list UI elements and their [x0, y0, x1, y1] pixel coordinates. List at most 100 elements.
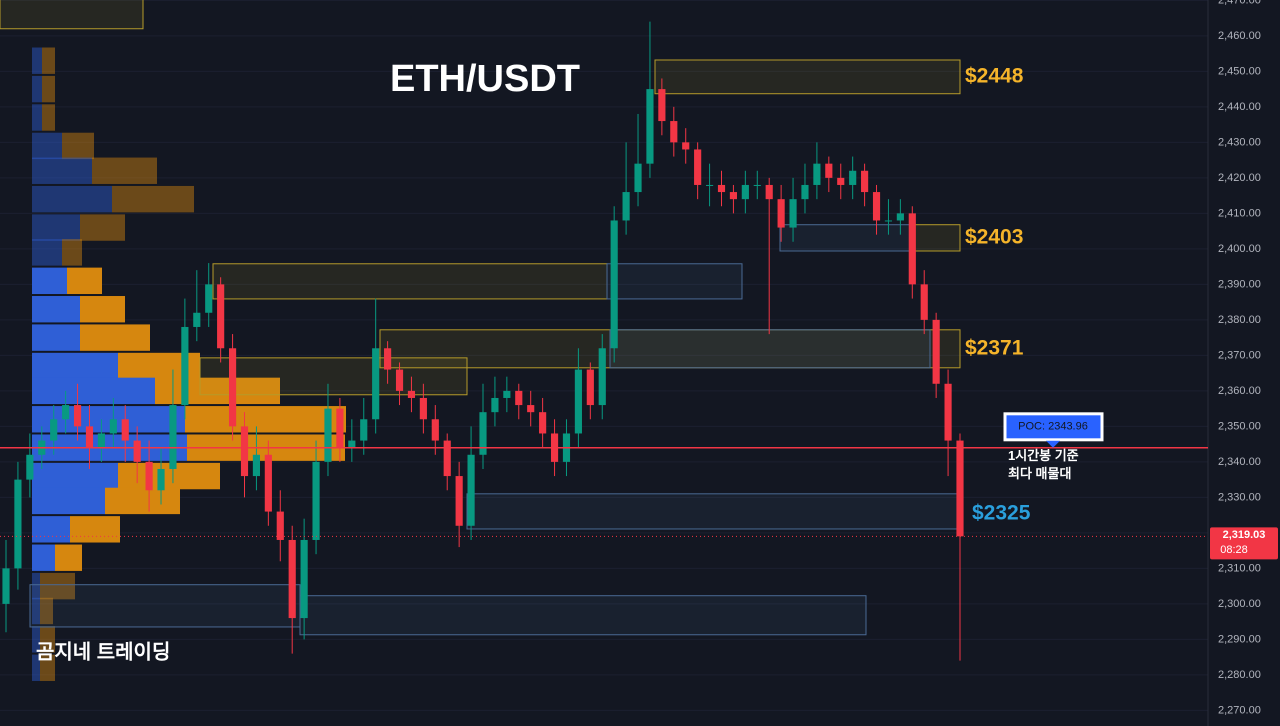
- watermark: 곰지네 트레이딩: [36, 640, 170, 663]
- candle-body: [813, 163, 821, 185]
- candle-body: [872, 192, 881, 221]
- candle-body: [2, 568, 10, 604]
- profile-buy: [32, 47, 42, 74]
- candle-body: [705, 184, 714, 186]
- candle-body: [789, 199, 797, 228]
- last-price-label: 2,319.03: [1223, 529, 1266, 541]
- profile-sell: [55, 544, 82, 571]
- profile-sell: [112, 185, 194, 213]
- profile-sell: [118, 462, 220, 490]
- candle-body: [276, 511, 284, 540]
- poc-note: 1시간봉 기준: [1008, 448, 1079, 463]
- candle-body: [62, 405, 70, 420]
- y-tick-label: 2,370.00: [1218, 349, 1261, 361]
- zone: [609, 329, 931, 369]
- y-tick-label: 2,290.00: [1218, 633, 1261, 645]
- profile-sell: [42, 104, 55, 131]
- last-price-countdown: 08:28: [1220, 544, 1248, 556]
- profile-buy: [32, 75, 42, 103]
- candle-body: [849, 170, 857, 185]
- poc-label: POC: 2343.96: [1018, 421, 1088, 433]
- y-tick-label: 2,410.00: [1218, 207, 1261, 219]
- last-price-tag: [1210, 527, 1278, 560]
- candle-body: [682, 142, 690, 150]
- candle-body: [384, 348, 392, 370]
- profile-buy: [32, 157, 92, 184]
- volume-profile: [32, 47, 346, 681]
- candle-body: [300, 539, 308, 619]
- zones: $2448 $2403 $2371 $2325: [0, 0, 1031, 636]
- profile-buy: [32, 544, 55, 571]
- candle-body: [622, 192, 630, 221]
- chart-title: ETH/USDT: [390, 58, 580, 100]
- candle-body: [467, 454, 475, 526]
- candle-body: [539, 412, 547, 434]
- candle-body: [228, 348, 237, 427]
- candle-body: [205, 284, 213, 313]
- candle-body: [372, 348, 380, 420]
- candle-body: [324, 408, 332, 462]
- candle-body: [85, 426, 94, 448]
- profile-sell: [185, 406, 346, 433]
- candle-body: [431, 419, 439, 441]
- candle-body: [443, 440, 451, 477]
- profile-buy: [32, 626, 40, 653]
- y-tick-label: 2,270.00: [1218, 704, 1261, 716]
- candle-body: [646, 89, 654, 164]
- candle-body: [264, 454, 272, 512]
- candle-body: [169, 405, 177, 469]
- zone: [654, 59, 961, 95]
- zone: [909, 224, 961, 252]
- y-tick-label: 2,390.00: [1218, 278, 1261, 290]
- candle-body: [360, 419, 368, 441]
- profile-buy: [32, 572, 40, 600]
- candle-body: [26, 454, 34, 480]
- candle-body: [634, 163, 642, 193]
- candle-body: [717, 184, 726, 193]
- profile-sell: [40, 626, 55, 653]
- candle-body: [181, 326, 189, 406]
- candle-body: [658, 89, 666, 122]
- profile-buy: [32, 352, 118, 380]
- profile-sell: [40, 572, 75, 600]
- candle-body: [527, 405, 535, 413]
- profile-sell: [40, 597, 53, 625]
- zone-label: $2371: [965, 336, 1024, 359]
- y-tick-label: 2,380.00: [1218, 314, 1261, 326]
- candle-body: [407, 390, 416, 398]
- candle-body: [515, 390, 523, 406]
- profile-sell: [80, 324, 150, 351]
- candle-body: [861, 170, 869, 193]
- profile-sell: [62, 239, 82, 266]
- zone: [29, 584, 301, 628]
- profile-buy: [32, 406, 185, 433]
- candle-body: [133, 440, 141, 462]
- candle-body: [956, 440, 964, 537]
- candle-body: [73, 405, 82, 427]
- candle-body: [574, 369, 582, 434]
- y-tick-label: 2,450.00: [1218, 65, 1261, 77]
- zone: [0, 0, 144, 30]
- candle-body: [837, 177, 845, 185]
- profile-sell: [67, 267, 102, 295]
- candle-body: [753, 184, 761, 186]
- candle-body: [217, 284, 225, 349]
- y-tick-label: 2,330.00: [1218, 491, 1261, 503]
- y-tick-label: 2,350.00: [1218, 420, 1261, 432]
- profile-buy: [32, 104, 42, 131]
- candle-body: [252, 454, 261, 477]
- profile-sell: [62, 132, 94, 160]
- candle-body: [741, 184, 749, 200]
- profile-buy: [32, 654, 40, 681]
- candle-body: [193, 312, 201, 327]
- y-tick-label: 2,340.00: [1218, 456, 1261, 468]
- profile-buy: [32, 324, 80, 351]
- poc-pointer: [1046, 440, 1060, 448]
- candle-body: [598, 348, 606, 406]
- profile-sell: [42, 75, 55, 103]
- profile-buy: [32, 377, 155, 405]
- zone: [299, 595, 867, 636]
- candle-body: [670, 121, 678, 143]
